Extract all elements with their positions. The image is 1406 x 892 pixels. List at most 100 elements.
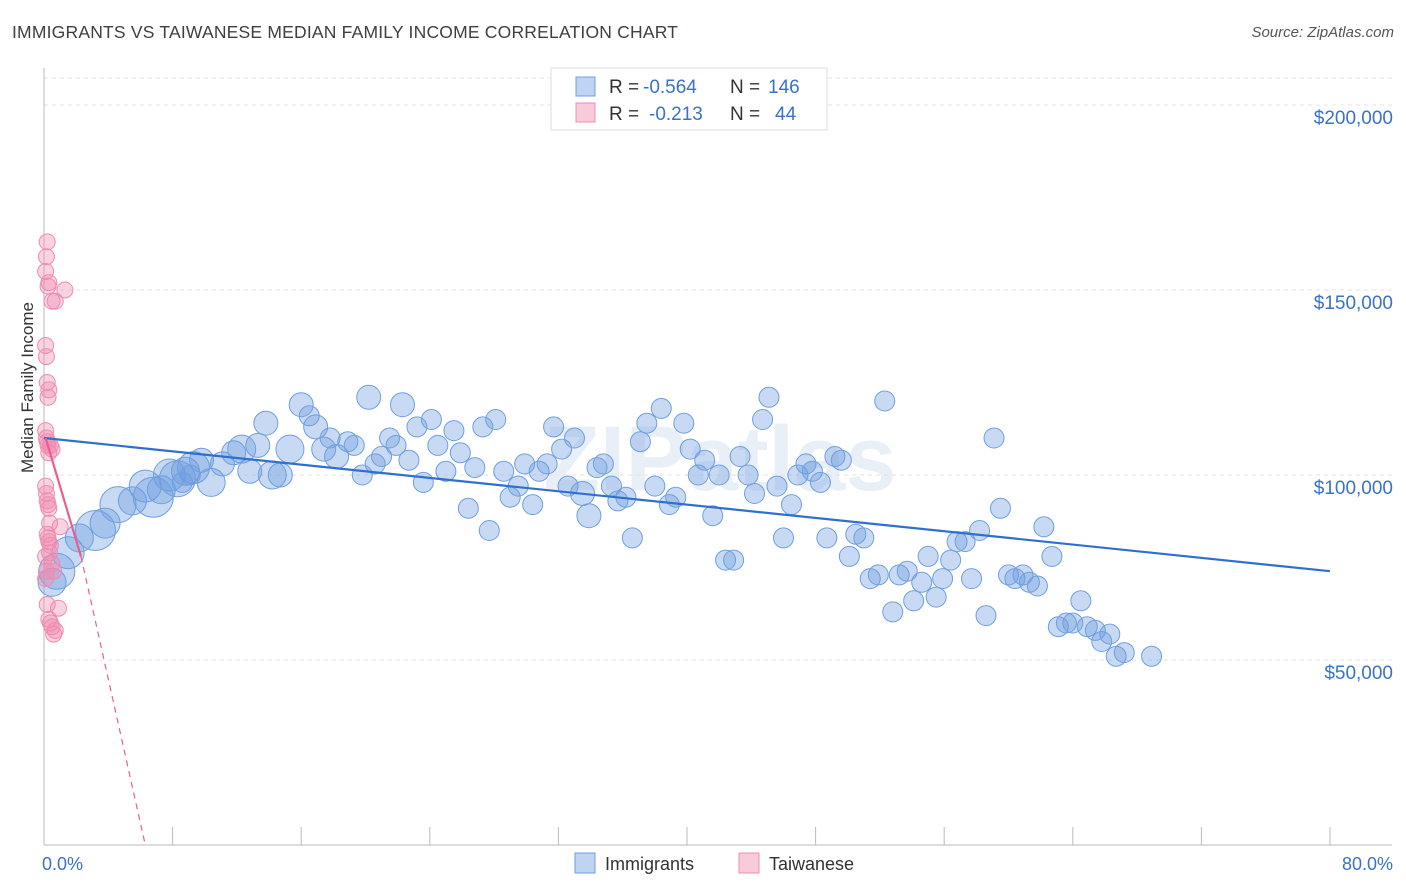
y-tick-label: $200,000 xyxy=(1314,108,1393,129)
data-point xyxy=(427,434,449,456)
data-point xyxy=(89,507,121,539)
grid-lines xyxy=(44,77,1392,661)
data-point xyxy=(46,621,64,639)
data-point xyxy=(37,485,55,502)
data-point xyxy=(715,549,737,571)
data-point xyxy=(737,464,759,486)
data-point xyxy=(576,503,602,529)
data-point xyxy=(237,458,263,484)
data-point xyxy=(766,475,788,497)
data-point xyxy=(636,412,658,434)
data-point xyxy=(528,460,550,482)
data-point xyxy=(592,453,614,475)
data-point xyxy=(536,453,558,475)
data-point xyxy=(1070,590,1092,612)
data-point xyxy=(867,564,889,586)
data-point xyxy=(37,477,55,495)
data-point xyxy=(694,449,716,471)
data-point xyxy=(780,494,802,516)
data-point xyxy=(961,568,983,590)
taiwanese-points xyxy=(37,233,74,643)
y-tick-labels: $50,000 $100,000 $150,000 $200,000 xyxy=(1314,108,1393,684)
data-point xyxy=(586,457,608,479)
data-point xyxy=(983,427,1005,449)
data-point xyxy=(41,536,59,554)
legend-swatch-immigrants xyxy=(575,76,596,97)
data-point xyxy=(975,605,997,627)
data-point xyxy=(744,483,766,504)
data-point xyxy=(522,494,544,516)
data-point xyxy=(288,392,314,418)
data-point xyxy=(43,292,61,310)
data-point xyxy=(493,460,515,482)
data-point xyxy=(37,248,55,266)
bottom-legend-swatch-immigrants xyxy=(574,852,596,874)
data-point xyxy=(435,460,457,482)
data-point xyxy=(245,432,271,458)
data-point xyxy=(543,416,565,438)
data-point xyxy=(801,460,823,482)
data-point xyxy=(51,518,69,536)
data-point xyxy=(443,420,465,442)
taiwanese-trend-line xyxy=(44,437,83,557)
data-point xyxy=(37,348,55,366)
data-point xyxy=(74,510,116,551)
data-point xyxy=(275,434,305,464)
data-point xyxy=(998,564,1019,586)
data-point xyxy=(830,449,852,471)
data-point xyxy=(1091,631,1113,652)
data-point xyxy=(457,497,479,519)
data-point xyxy=(917,545,939,567)
data-point xyxy=(38,233,56,251)
data-point xyxy=(621,527,643,549)
data-point xyxy=(723,549,745,571)
chart-source: Source: ZipAtlas.com xyxy=(1251,24,1394,41)
bottom-legend: Immigrants Taiwanese xyxy=(574,852,854,874)
data-point xyxy=(911,571,933,593)
data-point xyxy=(267,462,293,488)
data-point xyxy=(969,520,991,541)
data-point xyxy=(356,384,382,410)
bottom-legend-immigrants: Immigrants xyxy=(605,854,694,874)
data-point xyxy=(398,449,420,471)
data-point xyxy=(37,562,55,580)
data-point xyxy=(449,442,471,464)
x-tick-label-min: 0.0% xyxy=(42,854,83,874)
data-point xyxy=(412,471,434,493)
data-point xyxy=(629,431,651,453)
data-point xyxy=(758,386,780,408)
legend-r-label-0: R = xyxy=(609,77,639,98)
data-point xyxy=(485,409,507,430)
data-point xyxy=(644,475,666,497)
data-point xyxy=(708,464,730,486)
chart-title: IMMIGRANTS VS TAIWANESE MEDIAN FAMILY IN… xyxy=(12,22,679,42)
data-point xyxy=(1033,516,1055,538)
data-point xyxy=(39,388,57,406)
trend-lines xyxy=(43,436,1331,846)
data-point xyxy=(874,390,896,412)
data-point xyxy=(478,520,500,541)
immigrants-trend-line xyxy=(43,436,1331,573)
x-tick-labels: 0.0% 80.0% xyxy=(42,854,1393,874)
legend-swatch-taiwanese xyxy=(575,102,596,123)
data-point xyxy=(1041,545,1063,567)
data-point xyxy=(41,514,59,532)
data-point xyxy=(903,590,925,612)
bottom-legend-taiwanese: Taiwanese xyxy=(769,854,854,874)
immigrants-points xyxy=(37,384,1163,667)
data-point xyxy=(932,568,954,590)
data-point xyxy=(989,497,1011,519)
data-point xyxy=(1026,575,1048,597)
data-point xyxy=(752,409,774,430)
axes xyxy=(43,68,1392,846)
data-point xyxy=(385,434,407,456)
data-point xyxy=(729,446,751,467)
data-point xyxy=(319,427,341,449)
data-point xyxy=(838,545,860,567)
data-point xyxy=(925,586,947,608)
legend-n-label-1: N = xyxy=(730,104,760,125)
data-point xyxy=(772,527,794,549)
data-point xyxy=(39,277,57,295)
data-point xyxy=(853,527,875,549)
